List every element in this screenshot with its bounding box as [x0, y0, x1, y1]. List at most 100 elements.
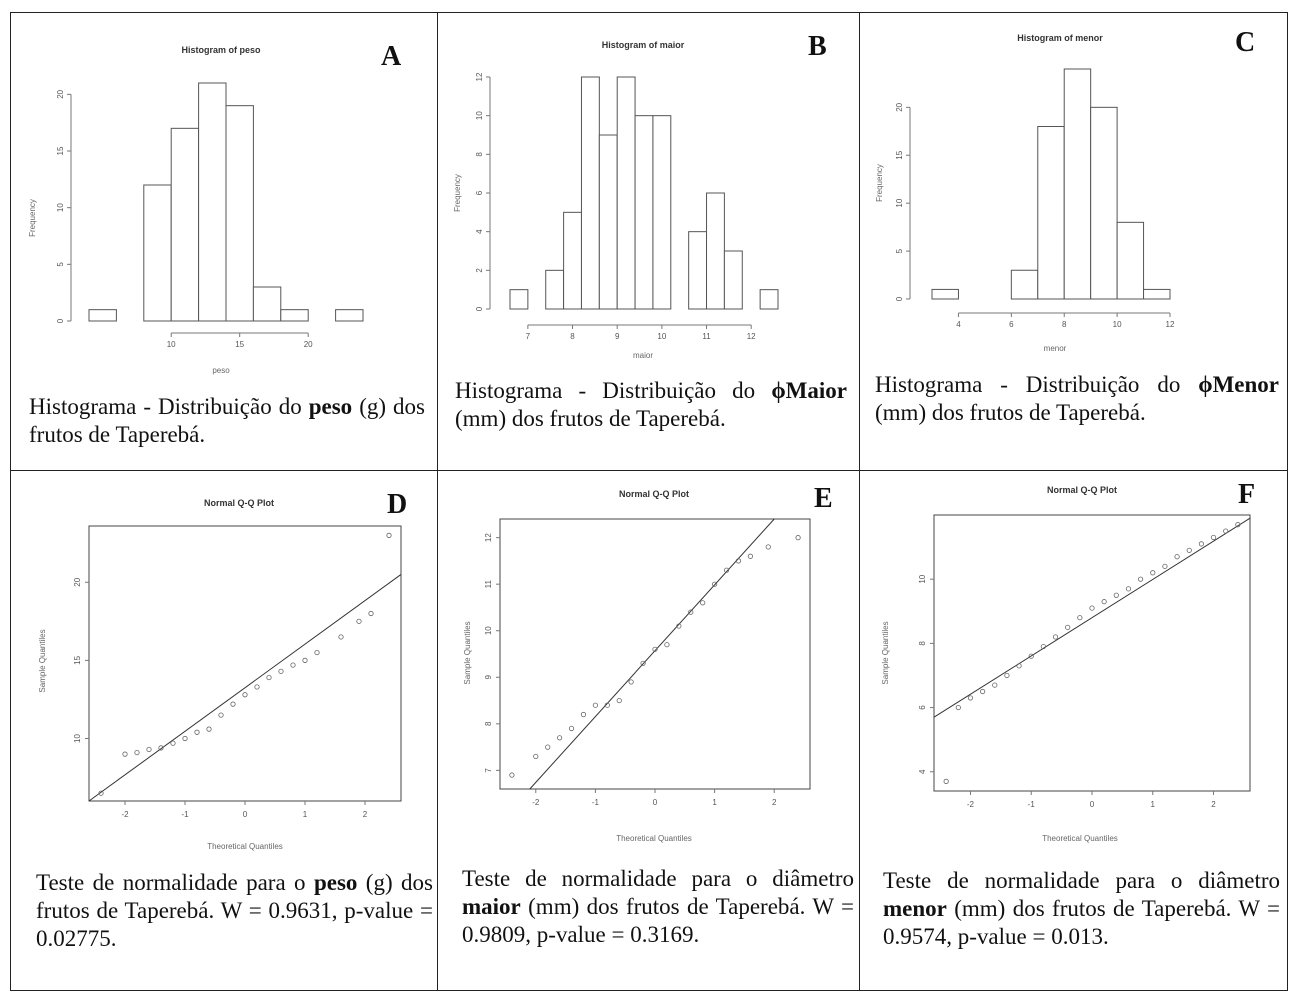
qq-point	[795, 535, 801, 541]
panel-letter-b: B	[808, 31, 827, 62]
caption-text: (g) dos frutos de Taperebá. W = 0.9631, …	[36, 870, 433, 951]
x-tick-label: 2	[363, 810, 368, 819]
y-tick-label: 10	[918, 574, 927, 583]
qq-point	[98, 790, 104, 796]
histogram-bar	[1090, 106, 1118, 300]
caption-text: Histograma - Distribuição do	[455, 378, 772, 403]
panel-caption-e: Teste de normalidade para o diâmetro mai…	[462, 865, 854, 949]
panel-letter-a: A	[381, 41, 402, 72]
y-tick-label: 11	[484, 579, 493, 588]
qq-point	[1210, 534, 1217, 541]
chart-title: Normal Q-Q Plot	[204, 498, 274, 508]
x-tick-label: 2	[772, 798, 777, 807]
y-tick-label: 15	[56, 146, 65, 155]
histogram-maior-chart: Histogram of maior maior Frequency 0 2 4 6 8 10 1…	[453, 40, 779, 360]
qq-point	[1186, 547, 1192, 553]
x-tick-label: 8	[1062, 320, 1067, 329]
panel-b: Histogram of maior maior Frequency 0 2 4 6 8 10 1…	[438, 13, 859, 470]
x-tick-label: 1	[712, 798, 717, 807]
caption-bold: ϕMenor	[1198, 372, 1279, 397]
qq-point	[557, 735, 563, 741]
qq-point	[765, 544, 771, 550]
x-tick-label: 10	[1113, 320, 1122, 329]
qq-point	[1174, 554, 1180, 560]
panel-caption-c: Histograma - Distribuição do ϕMenor (mm)…	[875, 371, 1279, 427]
caption-bold: peso	[308, 394, 353, 419]
y-tick-label: 10	[484, 626, 493, 635]
caption-text: (mm) dos frutos de Taperebá. W = 0.9574,…	[883, 896, 1280, 949]
y-tick-label: 0	[475, 306, 484, 311]
qq-point	[1113, 592, 1119, 598]
qq-point	[1065, 624, 1071, 630]
divider-vertical-1	[437, 12, 438, 991]
histogram-bar	[563, 211, 582, 310]
qq-point	[616, 697, 622, 704]
histogram-bar	[723, 250, 743, 310]
x-axis-label: Theoretical Quantiles	[1042, 834, 1118, 843]
y-tick-label: 6	[475, 190, 484, 195]
qq-point	[604, 702, 610, 708]
plot-box	[933, 514, 1251, 792]
histogram-peso-chart: Histogram of peso peso Frequency 0 5 10 15 20 10…	[28, 45, 364, 375]
histogram-bar	[616, 76, 636, 310]
x-tick-label: 1	[303, 810, 308, 819]
panel-caption-f: Teste de normalidade para o diâmetro men…	[883, 867, 1280, 951]
y-tick-label: 0	[56, 318, 65, 323]
y-axis-label: Frequency	[28, 199, 37, 237]
qq-point	[664, 642, 670, 648]
qq-point	[134, 749, 140, 756]
x-tick-label: 20	[304, 340, 313, 349]
y-tick-label: 20	[73, 577, 82, 586]
qq-point	[1101, 599, 1107, 605]
x-tick-label: -2	[121, 810, 129, 819]
histogram-bar	[335, 309, 364, 322]
qq-point	[545, 744, 551, 750]
histogram-bar	[634, 115, 654, 310]
x-tick-label: 0	[243, 810, 248, 819]
qq-point	[182, 735, 188, 742]
qq-point	[1052, 634, 1059, 640]
y-tick-label: 20	[895, 102, 904, 111]
qq-point	[386, 532, 392, 538]
qq-point	[712, 581, 718, 587]
chart-title: Histogram of peso	[181, 45, 261, 55]
caption-text: Histograma - Distribuição do	[875, 372, 1199, 397]
caption-text: (mm) dos frutos de Taperebá.	[455, 406, 726, 431]
histogram-bar	[1063, 68, 1092, 300]
qq-point	[278, 668, 284, 674]
x-axis-label: menor	[1044, 344, 1067, 353]
qq-point	[368, 610, 374, 617]
qq-point	[943, 778, 949, 784]
caption-text: (mm) dos frutos de Taperebá. W = 0.9809,…	[462, 894, 854, 947]
qq-point	[980, 688, 986, 695]
histogram-bar	[1037, 126, 1065, 300]
y-tick-label: 5	[56, 262, 65, 267]
histogram-bar	[759, 289, 779, 310]
x-tick-label: -2	[532, 798, 540, 807]
y-tick-label: 8	[484, 721, 493, 726]
qq-point	[1198, 541, 1204, 547]
x-tick-label: 8	[570, 332, 575, 341]
qq-plot-peso-chart: Normal Q-Q Plot Theoretical Quantiles Samp…	[38, 498, 402, 851]
y-tick-label: 9	[484, 675, 493, 680]
qq-point	[533, 753, 539, 760]
x-axis-label: Theoretical Quantiles	[616, 834, 692, 843]
qq-point	[967, 695, 974, 701]
y-tick-label: 15	[73, 655, 82, 664]
x-tick-label: -1	[592, 798, 600, 807]
qq-point	[955, 704, 961, 711]
qq-point	[338, 634, 344, 640]
histogram-bar	[198, 82, 227, 322]
y-axis-label: Sample Quantiles	[463, 621, 472, 684]
caption-text: (mm) dos frutos de Taperebá.	[875, 400, 1146, 425]
y-tick-label: 15	[895, 150, 904, 159]
qq-point	[158, 745, 164, 751]
chart-title: Histogram of menor	[1017, 33, 1103, 43]
y-tick-label: 10	[73, 734, 82, 743]
x-tick-label: 1	[1151, 800, 1156, 809]
caption-text: Teste de normalidade para o diâmetro	[883, 868, 1280, 893]
y-axis-label: Sample Quantiles	[881, 621, 890, 684]
qq-point	[1125, 586, 1132, 592]
qq-reference-line	[933, 517, 1251, 718]
qq-point	[194, 729, 200, 735]
